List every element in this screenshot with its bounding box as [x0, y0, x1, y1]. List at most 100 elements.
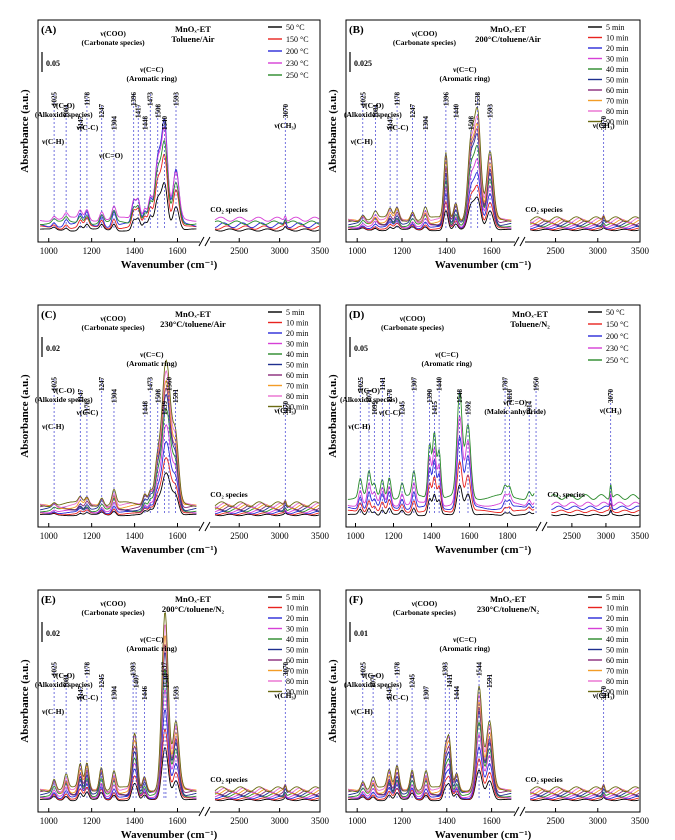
- spectrum-line: [40, 440, 197, 515]
- band-sublabel: (Aromatic ring): [127, 644, 178, 653]
- spectrum-line: [348, 769, 512, 802]
- legend-label: 70 min: [606, 97, 628, 106]
- legend-label: 230 °C: [606, 344, 629, 353]
- panel-letter: (C): [41, 309, 57, 321]
- axis-break-mask: [199, 521, 210, 533]
- peak-label: 3070: [282, 104, 290, 119]
- x-tick-label: 3000: [589, 816, 608, 826]
- band-sublabel: (Alkoxide species): [344, 110, 402, 119]
- peak-label: 1448: [141, 401, 149, 416]
- x-axis-label: Wavenumber (cm⁻¹): [121, 259, 218, 271]
- peak-label: 1592: [465, 401, 473, 416]
- legend-label: 20 min: [606, 614, 628, 623]
- spectrum-line: [347, 434, 535, 510]
- legend-label: 50 min: [286, 646, 308, 655]
- band-label: ν(C=C): [139, 350, 164, 359]
- x-tick-label: 1600: [169, 531, 188, 541]
- x-tick-label: 1200: [393, 816, 412, 826]
- spectrum-line: [214, 784, 320, 793]
- spectrum-line: [551, 497, 640, 510]
- peak-label: 1473: [147, 377, 155, 392]
- band-label: ν(COO): [99, 314, 126, 323]
- x-tick-label: 1800: [499, 531, 518, 541]
- band-label: ν(COO): [411, 29, 438, 38]
- legend-label: 10 min: [286, 319, 308, 328]
- spectrum-line: [40, 457, 197, 516]
- legend-label: 50 °C: [286, 23, 305, 32]
- panel-d: 1000 1200 1400 1600 1800 2500 3000 3500 Wavenumb…: [327, 304, 650, 556]
- condition-label: MnOₓ-ET: [175, 24, 211, 34]
- x-tick-label: 3000: [589, 246, 608, 256]
- spectrum-line: [347, 459, 535, 514]
- x-tick-label: 2500: [230, 816, 249, 826]
- spectrum-line: [40, 182, 197, 232]
- legend-label: 200 °C: [606, 332, 629, 341]
- peak-label: 1147: [77, 686, 85, 700]
- peak-label: 1081: [63, 104, 71, 119]
- spectrum-line: [214, 215, 320, 222]
- axis-break-mark: [519, 236, 526, 247]
- condition-label: 200°C/toluene/Air: [475, 34, 541, 44]
- peak-label: 1787: [502, 377, 510, 392]
- spectrum-line: [40, 126, 197, 222]
- band-label: ν(C=O): [502, 398, 527, 407]
- spectrum-line: [214, 225, 320, 232]
- peak-label: 1025: [51, 377, 59, 392]
- x-tick-label: 3000: [271, 816, 290, 826]
- band-label: ν(C-O): [52, 386, 76, 395]
- spectrum-line: [529, 783, 640, 795]
- peak-label: 1593: [487, 104, 495, 119]
- band-sublabel: (Carbonate species): [381, 323, 445, 332]
- plot-frame: [37, 19, 321, 243]
- band-sublabel: (Aromatic ring): [439, 74, 490, 83]
- x-tick-label: 1000: [347, 531, 366, 541]
- band-label: ν(C-C): [386, 693, 409, 702]
- spectrum-line: [40, 709, 197, 800]
- spectrum-line: [214, 783, 320, 795]
- peak-label: 1417: [135, 104, 143, 119]
- peak-label: 1178: [394, 662, 402, 676]
- condition-label: MnOₓ-ET: [490, 594, 526, 604]
- band-label: CO₂ species: [525, 205, 563, 214]
- x-tick-label: 1400: [438, 246, 457, 256]
- legend-label: 5 min: [606, 23, 624, 32]
- panel-e: 1000 1200 1400 1600 2500 3000 3500 Wavenumber (…: [19, 589, 330, 840]
- scale-bar-label: 0.025: [354, 59, 372, 68]
- band-label: ν(C-H): [347, 422, 371, 431]
- band-label: ν(CH₃): [273, 121, 296, 130]
- band-label: ν(C=C): [139, 635, 164, 644]
- peak-label: 1444: [453, 686, 461, 701]
- legend-label: 70 min: [606, 667, 628, 676]
- peak-label: 1081: [63, 674, 71, 689]
- band-label: ν(COO): [399, 314, 426, 323]
- condition-label: 200°C/toluene/N₂: [162, 604, 225, 614]
- peak-label: 1247: [98, 377, 106, 392]
- peak-label: 1081: [372, 104, 380, 119]
- legend-label: 70 min: [286, 382, 308, 391]
- peak-label: 3070: [282, 662, 290, 677]
- spectrum-line: [348, 196, 512, 232]
- spectrum-line: [348, 685, 512, 792]
- peak-label: 1247: [98, 104, 106, 119]
- x-tick-label: 1200: [83, 816, 102, 826]
- legend-label: 80 min: [606, 677, 628, 686]
- band-label: ν(C=O): [98, 151, 123, 160]
- x-tick-label: 3500: [631, 531, 650, 541]
- x-tick-label: 1200: [83, 246, 102, 256]
- legend-label: 50 min: [286, 361, 308, 370]
- spectrum-line: [347, 415, 535, 507]
- band-label: ν(C-O): [52, 671, 76, 680]
- spectrum-line: [551, 483, 640, 500]
- condition-label: 230°C/toluene/Air: [160, 319, 226, 329]
- y-axis-label: Absorbance (a.u.): [19, 659, 31, 743]
- axis-break-mark: [513, 236, 520, 247]
- spectrum-line: [40, 379, 197, 510]
- peak-label: 1537: [160, 662, 168, 677]
- band-sublabel: (Carbonate species): [393, 38, 457, 47]
- axis-break-mark: [204, 806, 211, 817]
- x-tick-label: 3500: [631, 246, 650, 256]
- spectrum-line: [348, 732, 512, 799]
- band-sublabel: (Aromatic ring): [127, 359, 178, 368]
- legend-label: 200 °C: [286, 47, 309, 56]
- x-tick-label: 1000: [348, 816, 367, 826]
